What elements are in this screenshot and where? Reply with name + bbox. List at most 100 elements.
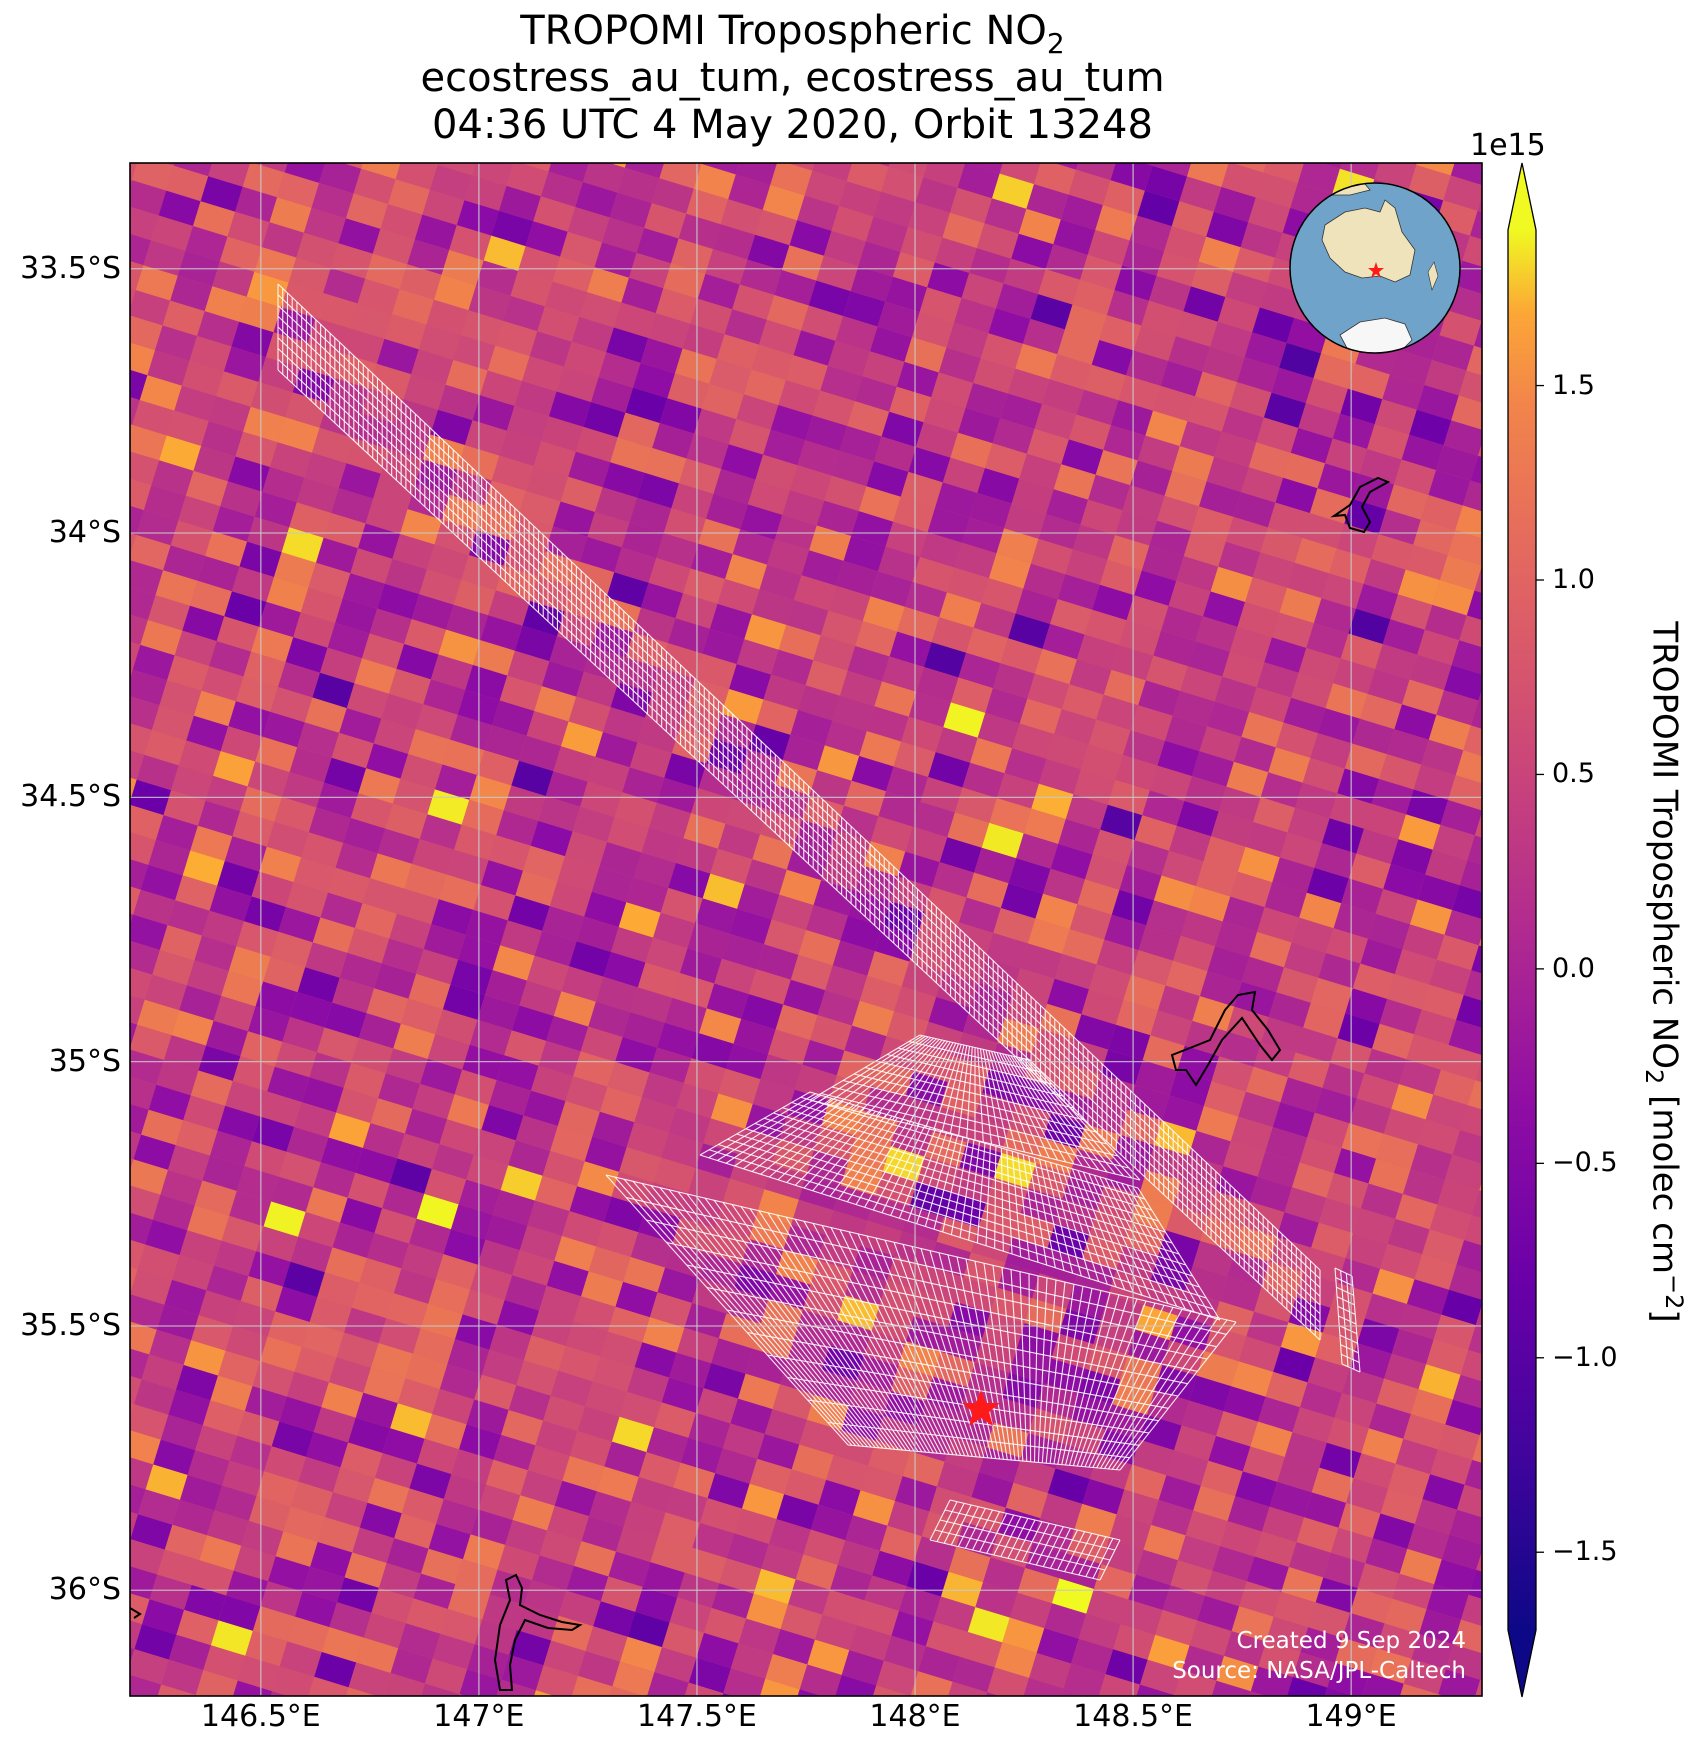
no2-pixel xyxy=(1248,197,1291,233)
no2-pixel xyxy=(748,724,791,760)
no2-pixel xyxy=(296,232,339,269)
no2-pixel xyxy=(1279,832,1322,868)
no2-pixel xyxy=(633,607,676,644)
no2-pixel xyxy=(852,1000,895,1037)
no2-pixel xyxy=(244,1141,287,1177)
no2-pixel xyxy=(469,775,512,811)
no2-pixel xyxy=(829,1320,872,1356)
no2-pixel xyxy=(453,579,496,616)
no2-pixel xyxy=(1046,734,1089,770)
no2-pixel xyxy=(662,1622,704,1658)
no2-pixel xyxy=(970,737,1013,774)
no2-pixel xyxy=(988,308,1031,344)
no2-pixel xyxy=(405,1598,448,1634)
no2-pixel xyxy=(858,241,901,277)
swath-grid-line-north xyxy=(853,1073,1097,1133)
no2-pixel xyxy=(158,190,201,226)
no2-pixel xyxy=(397,1378,440,1414)
no2-pixel xyxy=(1219,1031,1262,1067)
swath-grid-line-long xyxy=(277,369,1321,1341)
swath-grid-line-south xyxy=(686,1264,1198,1372)
no2-pixel xyxy=(1440,800,1482,836)
no2-pixel xyxy=(1069,659,1112,695)
no2-pixel xyxy=(561,1211,604,1247)
no2-pixel xyxy=(717,89,759,124)
no2-pixel xyxy=(779,869,822,906)
no2-pixel xyxy=(1009,1348,1052,1384)
no2-pixel xyxy=(304,697,347,733)
no2-pixel xyxy=(1074,1503,1117,1540)
no2-pixel xyxy=(1149,275,1191,312)
no2-pixel xyxy=(85,1663,127,1698)
no2-pixel xyxy=(1061,1688,1089,1696)
no2-pixel xyxy=(899,1586,941,1622)
no2-pixel xyxy=(672,973,715,1009)
no2-pixel xyxy=(1383,864,1426,900)
no2-pixel xyxy=(183,1340,226,1376)
no2-pixel xyxy=(459,1669,502,1696)
no2-pixel xyxy=(142,1599,185,1635)
no2-pixel xyxy=(1095,450,1138,486)
no2-pixel xyxy=(717,579,760,615)
no2-pixel xyxy=(683,568,726,604)
no2-pixel xyxy=(446,849,489,885)
no2-pixel xyxy=(698,518,741,555)
no2-pixel xyxy=(135,265,178,301)
no2-pixel xyxy=(658,1512,700,1548)
no2-pixel xyxy=(1014,1703,1056,1738)
no2-pixel xyxy=(1440,1044,1482,1081)
swath-grid-line-north xyxy=(864,1066,1086,1121)
no2-pixel xyxy=(943,702,986,738)
no2-pixel xyxy=(1315,1332,1358,1369)
no2-pixel xyxy=(235,431,278,467)
no2-pixel xyxy=(664,753,707,789)
no2-pixel xyxy=(105,120,147,155)
no2-pixel xyxy=(421,1548,463,1585)
no2-pixel xyxy=(784,1469,827,1505)
no2-pixel xyxy=(1302,513,1345,549)
no2-pixel xyxy=(1416,163,1455,176)
no2-pixel xyxy=(630,987,673,1023)
no2-pixel xyxy=(284,163,326,183)
no2-pixel xyxy=(606,572,649,608)
no2-pixel xyxy=(480,370,523,406)
no2-pixel xyxy=(374,963,417,999)
no2-pixel xyxy=(820,121,862,156)
map-title-line-2: ecostress_au_tum, ecostress_au_tum xyxy=(420,55,1165,101)
no2-pixel xyxy=(938,103,980,138)
no2-pixel xyxy=(224,591,267,627)
swath-grid-line-middle xyxy=(764,1117,1173,1244)
no2-pixel xyxy=(132,400,175,436)
no2-pixel xyxy=(797,1689,822,1696)
no2-pixel xyxy=(1081,989,1124,1025)
no2-pixel xyxy=(771,894,814,930)
no2-pixel xyxy=(1143,1524,1186,1561)
no2-pixel xyxy=(827,1700,869,1735)
no2-pixel xyxy=(48,429,90,464)
no2-pixel xyxy=(1211,811,1254,847)
no2-pixel xyxy=(862,107,904,142)
no2-pixel xyxy=(1475,1058,1482,1083)
no2-pixel xyxy=(1210,566,1253,602)
no2-pixel xyxy=(248,1006,290,1042)
no2-pixel xyxy=(1470,700,1482,729)
no2-pixel xyxy=(222,1460,265,1497)
no2-pixel xyxy=(916,422,958,458)
no2-pixel xyxy=(83,439,125,474)
no2-pixel xyxy=(1204,1570,1247,1607)
no2-pixel xyxy=(1252,552,1295,588)
no2-pixel xyxy=(270,687,313,723)
no2-pixel xyxy=(363,1367,406,1404)
no2-pixel xyxy=(667,618,710,654)
no2-pixel xyxy=(286,1371,329,1408)
no2-pixel xyxy=(289,502,332,538)
lon-tick-label: 147.5°E xyxy=(637,1699,757,1734)
no2-pixel xyxy=(509,1630,552,1666)
no2-pixel xyxy=(679,458,722,494)
no2-pixel xyxy=(676,1327,719,1364)
swath-grid-line-south xyxy=(726,1309,1179,1397)
no2-pixel xyxy=(421,1683,460,1696)
no2-pixel xyxy=(247,761,290,797)
no2-pixel xyxy=(1450,163,1482,186)
no2-pixel xyxy=(923,397,966,433)
